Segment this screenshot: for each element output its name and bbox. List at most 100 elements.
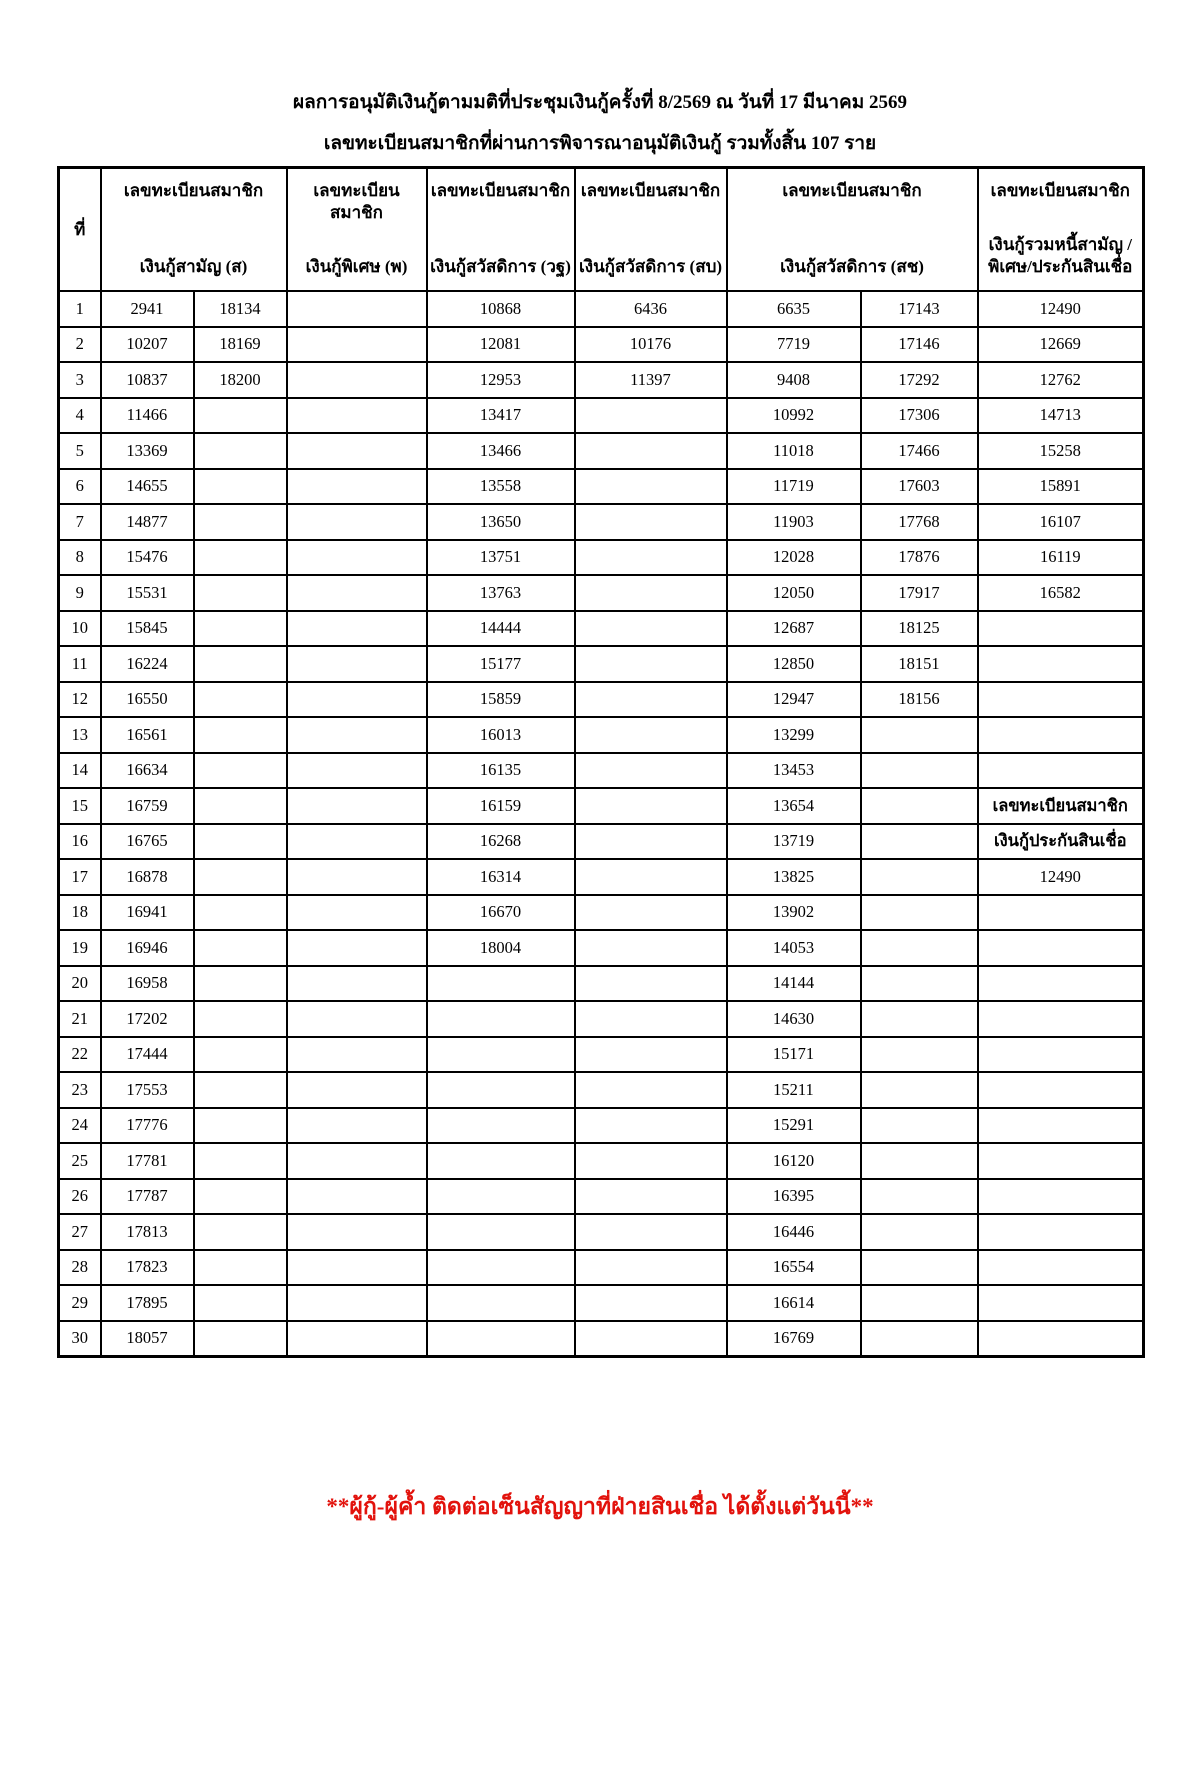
member-id-cell (573, 396, 728, 434)
member-id-cell (192, 787, 288, 825)
member-id-cell (285, 751, 428, 789)
member-id-cell: 12953 (425, 361, 576, 399)
member-id-cell (285, 574, 428, 612)
row-number-cell: 16 (57, 822, 102, 860)
member-id-cell: 17768 (859, 503, 979, 541)
member-id-cell (859, 858, 979, 896)
member-id-cell (573, 787, 728, 825)
row-number-cell: 12 (57, 680, 102, 718)
member-id-cell (192, 645, 288, 683)
row-number-cell: 29 (57, 1284, 102, 1322)
header-loan-type-line1: เงินกู้รวมหนี้สามัญ / (988, 235, 1132, 254)
member-id-cell: 17917 (859, 574, 979, 612)
table-row: 25 17781 16120 (57, 1142, 1145, 1180)
member-id-cell: 10992 (725, 396, 862, 434)
member-id-cell: 12947 (725, 680, 862, 718)
row-number-cell: 5 (57, 432, 102, 470)
header-member-label: เลขทะเบียนสมาชิก (430, 181, 571, 200)
row-number-cell: 11 (57, 645, 102, 683)
row-number-cell: 23 (57, 1071, 102, 1109)
row-number-cell: 15 (57, 787, 102, 825)
member-id-cell (192, 1142, 288, 1180)
member-id-cell: 16314 (425, 858, 576, 896)
table-row: 28 17823 16554 (57, 1248, 1145, 1286)
member-id-cell (573, 858, 728, 896)
member-id-cell: 17444 (99, 1035, 195, 1073)
row-number-cell: 14 (57, 751, 102, 789)
member-id-cell (285, 929, 428, 967)
member-id-cell: 12490 (976, 858, 1145, 896)
member-id-cell: 17146 (859, 325, 979, 363)
member-id-cell: 15845 (99, 609, 195, 647)
member-id-cell: 17466 (859, 432, 979, 470)
member-id-cell: 14144 (725, 964, 862, 1002)
member-id-cell: 2941 (99, 290, 195, 328)
header-member-label: เลขทะเบียนสมาชิก (990, 181, 1130, 200)
member-id-cell: 17876 (859, 538, 979, 576)
table-row: 24 17776 15291 (57, 1106, 1145, 1144)
member-id-cell (573, 574, 728, 612)
member-id-cell (573, 432, 728, 470)
member-id-cell: 13453 (725, 751, 862, 789)
member-id-cell (859, 1071, 979, 1109)
table-row: 11 16224 15177 12850 18151 (57, 645, 1145, 683)
member-id-cell (285, 1319, 428, 1358)
member-id-cell (285, 1035, 428, 1073)
table-row: 29 17895 16614 (57, 1284, 1145, 1322)
member-id-cell (192, 609, 288, 647)
member-id-cell (192, 396, 288, 434)
member-id-cell: 14655 (99, 467, 195, 505)
member-id-cell (285, 538, 428, 576)
row-number-cell: 19 (57, 929, 102, 967)
member-id-cell: 16446 (725, 1213, 862, 1251)
row-number-cell: 9 (57, 574, 102, 612)
member-id-cell (976, 1035, 1145, 1073)
member-id-cell (573, 822, 728, 860)
member-id-cell: 16554 (725, 1248, 862, 1286)
row-number-cell: 3 (57, 361, 102, 399)
member-id-cell: 13654 (725, 787, 862, 825)
member-id-cell (573, 716, 728, 754)
header-ordinary-loan: เลขทะเบียนสมาชิก เงินกู้สามัญ (ส) (99, 166, 288, 292)
header-loan-type-label: เงินกู้สวัสดิการ (สบ) (578, 257, 723, 276)
member-id-cell: 12490 (976, 290, 1145, 328)
member-id-cell: 16550 (99, 680, 195, 718)
member-id-cell: 15531 (99, 574, 195, 612)
member-id-cell: 16395 (725, 1177, 862, 1215)
member-id-cell: 16135 (425, 751, 576, 789)
table-row: 3 10837 18200 12953 11397 9408 17292 12762 (57, 361, 1145, 399)
member-id-cell: 11018 (725, 432, 862, 470)
member-id-cell (425, 1071, 576, 1109)
member-id-cell: 16878 (99, 858, 195, 896)
member-id-cell: 14444 (425, 609, 576, 647)
member-id-cell: 16765 (99, 822, 195, 860)
member-id-cell (859, 751, 979, 789)
member-id-cell: 16582 (976, 574, 1145, 612)
header-special-loan: เลขทะเบียนสมาชิก เงินกู้พิเศษ (พ) (285, 166, 428, 292)
member-id-cell (285, 964, 428, 1002)
member-id-cell: 7719 (725, 325, 862, 363)
table-row: 4 11466 13417 10992 17306 14713 (57, 396, 1145, 434)
member-id-cell (192, 964, 288, 1002)
member-id-cell: 16958 (99, 964, 195, 1002)
member-id-cell (192, 858, 288, 896)
member-id-cell (976, 1106, 1145, 1144)
member-id-cell (192, 1319, 288, 1358)
member-id-cell (285, 716, 428, 754)
header-debt-consolidation-loan: เลขทะเบียนสมาชิก เงินกู้รวมหนี้สามัญ / พ… (976, 166, 1145, 292)
member-id-cell (192, 1035, 288, 1073)
member-id-cell (285, 325, 428, 363)
member-id-cell: 16941 (99, 893, 195, 931)
member-id-cell (192, 893, 288, 931)
table-row: 14 16634 16135 13453 (57, 751, 1145, 789)
table-row: 1 2941 18134 10868 6436 6635 17143 12490 (57, 290, 1145, 328)
table-row: 7 14877 13650 11903 17768 16107 (57, 503, 1145, 541)
row-number-cell: 8 (57, 538, 102, 576)
table-row: 9 15531 13763 12050 17917 16582 (57, 574, 1145, 612)
member-id-cell (425, 1000, 576, 1038)
member-id-cell (976, 609, 1145, 647)
member-id-cell (285, 645, 428, 683)
member-id-cell: 11903 (725, 503, 862, 541)
table-row: 20 16958 14144 (57, 964, 1145, 1002)
table-row: 16 16765 16268 13719 เงินกู้ประกันสินเชื่อ (57, 822, 1145, 860)
